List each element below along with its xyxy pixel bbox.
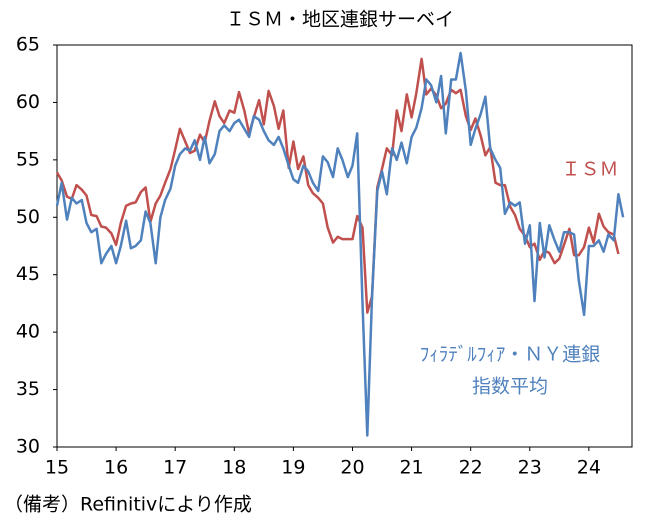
plot-frame — [56, 44, 633, 448]
y-tick-label: 30 — [16, 436, 40, 458]
x-tick-label: 18 — [222, 457, 246, 479]
y-tick-label: 35 — [16, 378, 40, 400]
series-line — [55, 57, 620, 314]
x-tick-label: 20 — [340, 457, 364, 479]
series-label: 指数平均 — [472, 376, 548, 398]
y-tick-label: 50 — [16, 206, 40, 228]
y-tick-label: 45 — [16, 263, 40, 285]
x-tick-label: 23 — [518, 457, 542, 479]
x-tick-label: 21 — [399, 457, 423, 479]
x-tick-label: 16 — [104, 457, 128, 479]
x-tick-label: 22 — [459, 457, 483, 479]
y-tick-label: 55 — [16, 148, 40, 170]
x-tick-label: 15 — [45, 457, 69, 479]
x-tick-label: 19 — [281, 457, 305, 479]
footnote: （備考）Refinitivにより作成 — [4, 494, 252, 516]
x-tick-label: 24 — [577, 457, 601, 479]
series-label: ＩＳＭ — [561, 159, 618, 181]
chart-title: ＩＳＭ・地区連銀サーベイ — [226, 9, 454, 31]
series-line — [55, 51, 625, 437]
y-tick-label: 60 — [16, 91, 40, 113]
y-tick-label: 65 — [16, 34, 40, 56]
y-tick-label: 40 — [16, 321, 40, 343]
series-label: ﾌｨﾗﾃﾞﾙﾌｨｱ・ＮＹ連銀 — [420, 344, 601, 366]
x-tick-label: 17 — [163, 457, 187, 479]
